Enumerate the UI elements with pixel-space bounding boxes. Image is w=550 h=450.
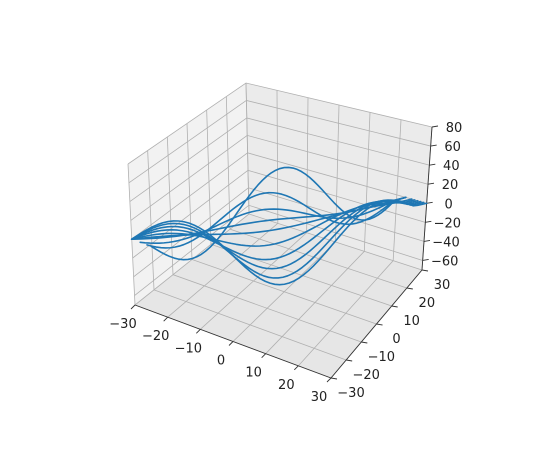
y-tick bbox=[391, 305, 398, 308]
floor-pane bbox=[135, 214, 422, 378]
y-tick-label: 20 bbox=[419, 296, 436, 311]
z-tick bbox=[425, 220, 432, 223]
series-line-9 bbox=[130, 199, 425, 279]
x-tick bbox=[261, 353, 266, 358]
z-gridline bbox=[127, 82, 433, 165]
z-tick-label: −60 bbox=[431, 254, 458, 269]
x-tick bbox=[326, 377, 332, 383]
left-pane bbox=[128, 83, 249, 305]
y-tick-label: 30 bbox=[434, 278, 451, 293]
z-gridline bbox=[129, 117, 430, 202]
z-tick bbox=[431, 125, 439, 128]
x-tick-label: 20 bbox=[278, 378, 295, 393]
y-gridline bbox=[206, 109, 392, 307]
y-tick bbox=[376, 323, 383, 326]
x-axis-ticks: −30 −20 −10 0 10 20 30 bbox=[109, 304, 332, 405]
y-gridline bbox=[225, 96, 407, 289]
z-tick bbox=[422, 259, 429, 261]
y-gridline bbox=[147, 150, 347, 361]
z-tick-label: −20 bbox=[434, 216, 461, 231]
x-tick-label: −10 bbox=[175, 341, 202, 356]
y-tick-label: −30 bbox=[337, 386, 364, 401]
x-tick bbox=[294, 365, 299, 371]
z-gridline bbox=[128, 100, 431, 184]
z-gridline bbox=[131, 152, 427, 240]
y-axis-ticks: −30 −20 −10 010 20 30 bbox=[330, 269, 451, 401]
chart-panes bbox=[128, 83, 432, 378]
x-tick-label: 30 bbox=[311, 390, 328, 405]
x-tick-label: 0 bbox=[217, 354, 225, 369]
chart-series bbox=[130, 166, 428, 286]
x-tick bbox=[228, 341, 234, 346]
y-tick-label: −20 bbox=[352, 368, 379, 383]
y-tick-label: 10 bbox=[403, 314, 420, 329]
x-tick bbox=[196, 329, 201, 334]
series-line-10 bbox=[130, 199, 428, 286]
z-tick-label: 60 bbox=[444, 140, 461, 155]
z-axis-line bbox=[421, 126, 433, 271]
x-tick bbox=[130, 304, 136, 310]
z-gridline bbox=[134, 204, 423, 296]
series-line-3 bbox=[139, 196, 407, 245]
z-tick bbox=[430, 144, 437, 147]
z-tick bbox=[426, 201, 433, 204]
z-gridline bbox=[130, 134, 429, 221]
z-tick-label: 20 bbox=[442, 178, 459, 193]
y-tick bbox=[346, 359, 353, 362]
y-tick bbox=[330, 377, 338, 380]
x-tick-label: −30 bbox=[109, 317, 136, 332]
x-tick bbox=[163, 316, 168, 322]
x-tick-label: 10 bbox=[245, 366, 262, 381]
y-gridline bbox=[245, 82, 423, 271]
z-tick-label: −40 bbox=[432, 235, 459, 250]
y-tick bbox=[421, 269, 429, 272]
z-tick bbox=[429, 163, 436, 166]
series-line-2 bbox=[146, 191, 407, 249]
z-tick bbox=[423, 239, 431, 242]
y-tick-label: −10 bbox=[368, 350, 395, 365]
y-gridline bbox=[186, 123, 377, 325]
z-tick bbox=[427, 182, 435, 185]
z-tick-label: 40 bbox=[443, 159, 460, 174]
y-tick bbox=[406, 287, 413, 290]
y-tick-label: 0 bbox=[392, 332, 400, 347]
y-gridline bbox=[166, 136, 362, 343]
z-axis-ticks: −60 −40 −20 0 20 40 60 80 bbox=[422, 121, 463, 269]
y-tick bbox=[361, 341, 368, 344]
x-tick-label: −20 bbox=[142, 329, 169, 344]
z-tick-label: 80 bbox=[446, 121, 463, 136]
z-tick-label: 0 bbox=[445, 197, 453, 212]
